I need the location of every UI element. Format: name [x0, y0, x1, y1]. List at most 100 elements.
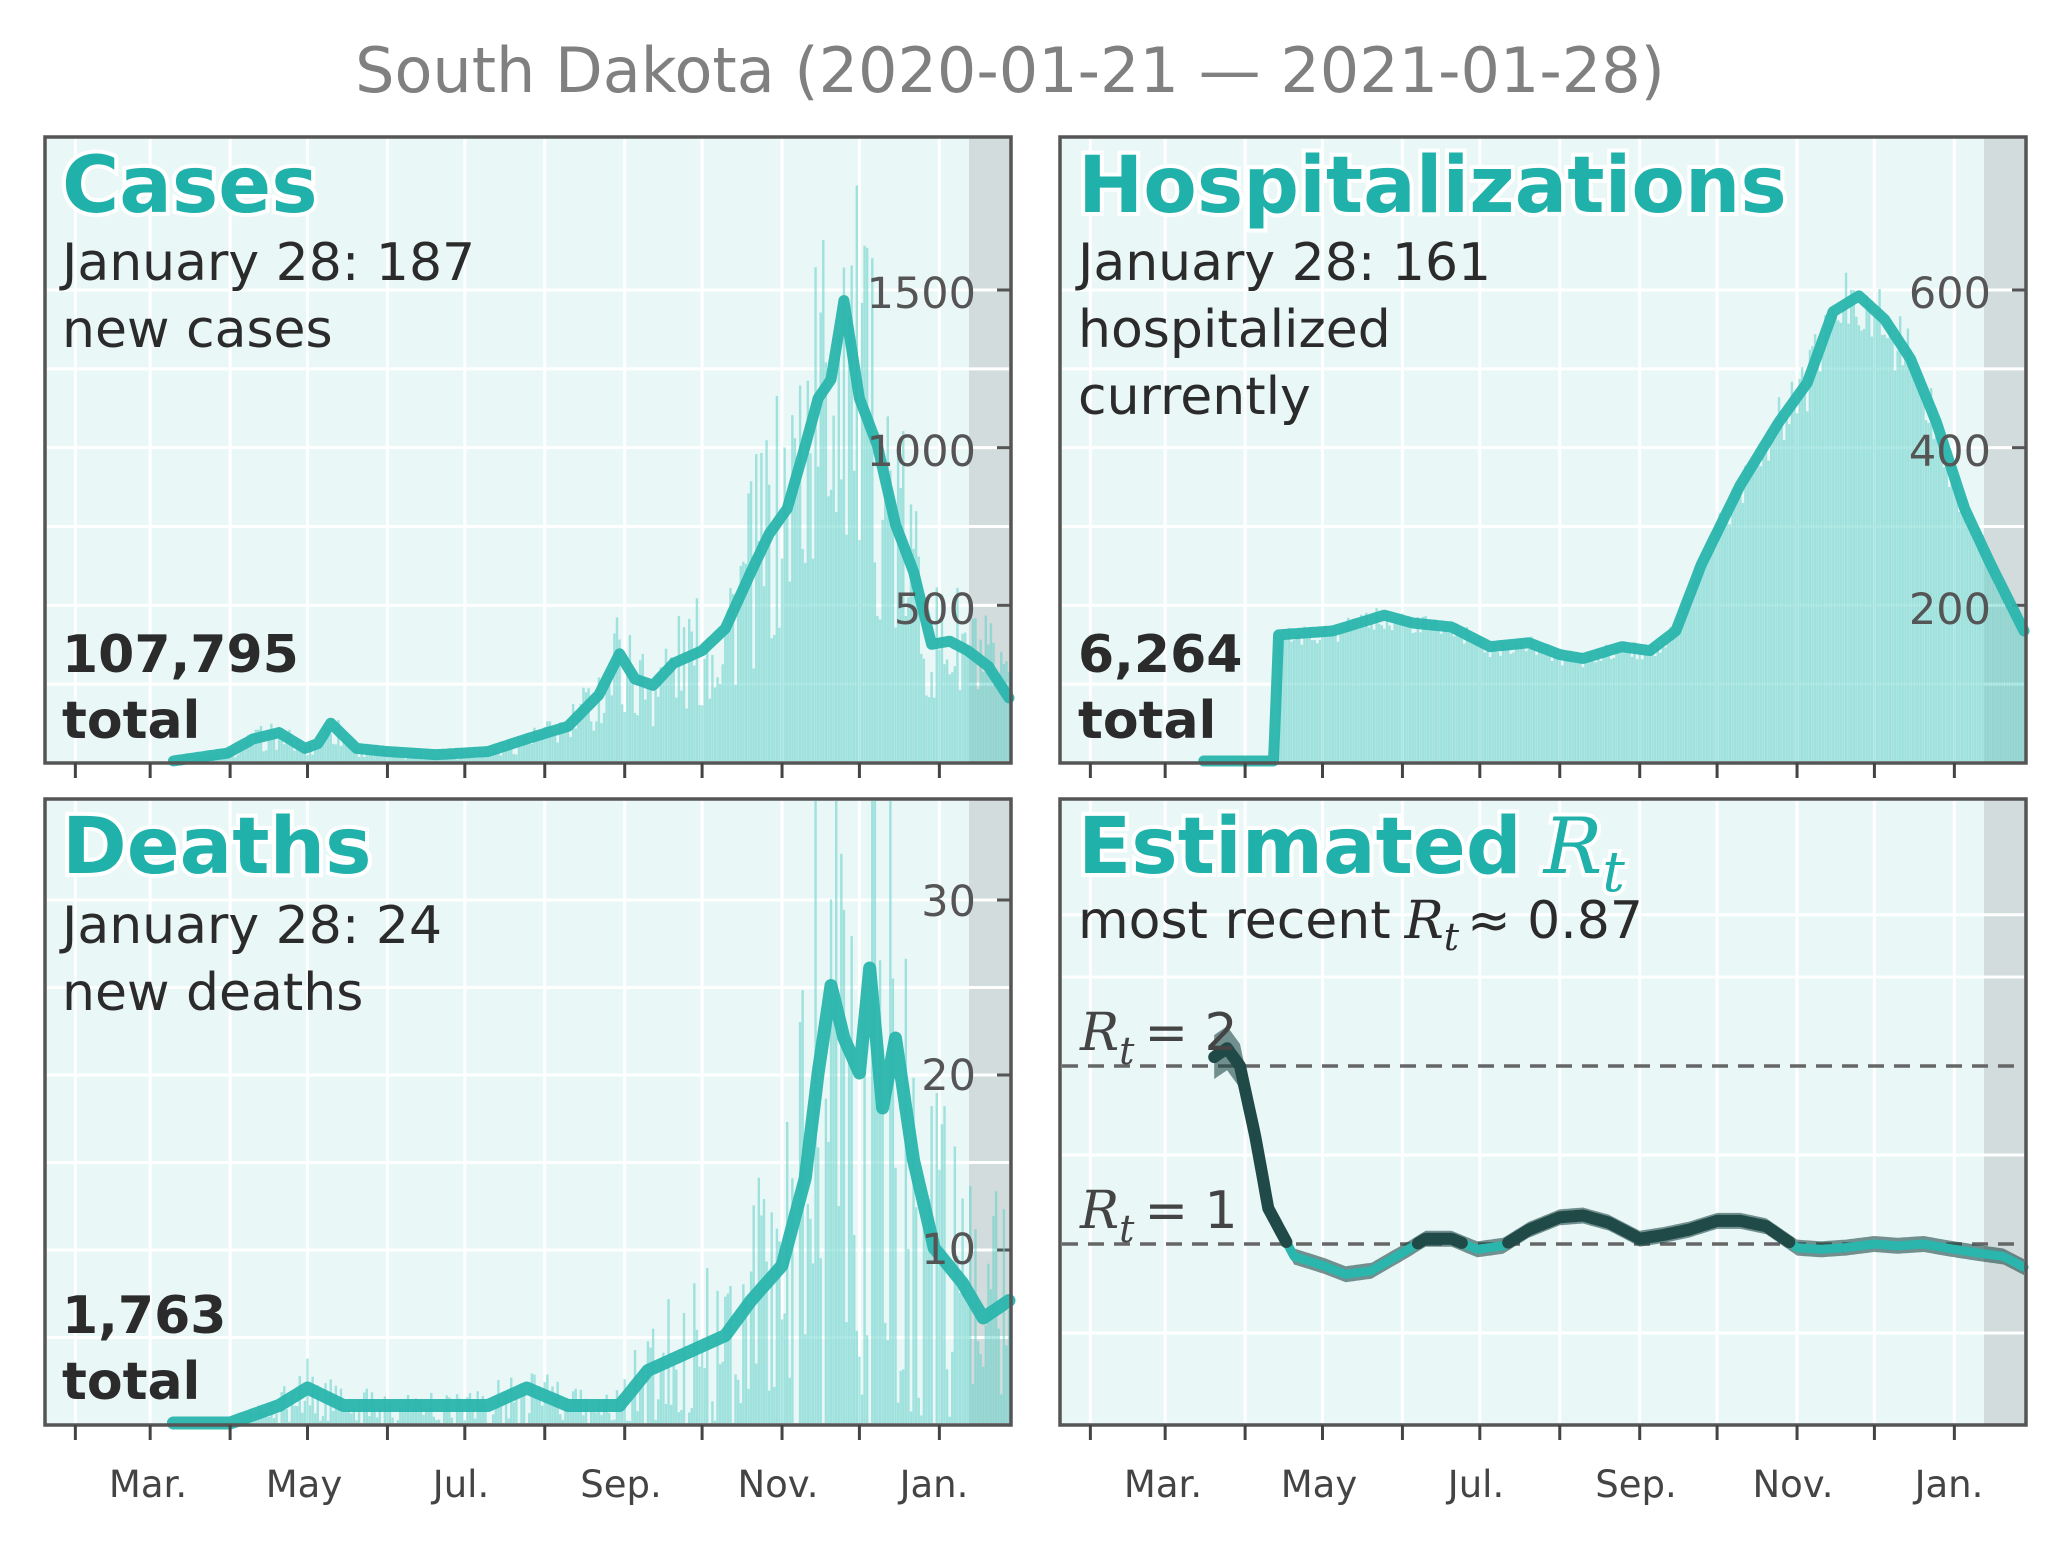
- deaths-bar: [378, 1408, 381, 1423]
- deaths-bar: [311, 1376, 314, 1423]
- hosp-bar: [1775, 419, 1778, 761]
- hosp-bar: [1914, 366, 1917, 761]
- cases-bar: [569, 737, 572, 761]
- cases-bar: [283, 744, 286, 761]
- cases-bar: [280, 736, 283, 761]
- cases-bar: [837, 332, 840, 761]
- deaths-bar: [783, 1313, 786, 1423]
- cases-bar: [726, 610, 730, 761]
- deaths-bar: [816, 1147, 820, 1423]
- cases-bar: [259, 725, 263, 761]
- cases-bar: [791, 415, 794, 761]
- cases-bar: [933, 697, 936, 761]
- cases-bar: [295, 739, 299, 761]
- hosp-bar: [1684, 597, 1688, 761]
- hosp-bar: [1331, 628, 1335, 761]
- cases-bar: [943, 664, 946, 761]
- deaths-bar: [827, 1142, 830, 1423]
- cases-bar: [693, 665, 696, 761]
- hosp-bar: [1403, 619, 1407, 761]
- cases-bar: [891, 497, 895, 761]
- cases-bar: [850, 265, 853, 761]
- hosp-bar: [1816, 353, 1819, 761]
- x-tick-label-left: Sep.: [580, 1463, 662, 1506]
- hosp-bar: [1690, 596, 1693, 761]
- panel-rt-title-word: Estimated: [1078, 802, 1522, 892]
- deaths-bar: [865, 1335, 869, 1423]
- deaths-bar: [912, 1077, 915, 1423]
- panel-deaths-grid: [47, 801, 1011, 1423]
- deaths-bar: [886, 1340, 889, 1423]
- hosp-bar: [1628, 643, 1631, 761]
- cases-bar: [706, 638, 709, 761]
- cases-bar: [757, 540, 761, 761]
- hosp-bar: [1558, 660, 1561, 761]
- deaths-bar: [806, 1204, 810, 1423]
- deaths-bar: [760, 1215, 763, 1423]
- hosp-bar: [1419, 632, 1422, 761]
- panel-hospitalizations: 200 400 600 Hospitalizations January 28:…: [1058, 135, 2030, 767]
- cases-bar: [853, 470, 856, 761]
- cases-bar: [878, 619, 882, 761]
- hosp-bar: [1517, 645, 1520, 761]
- deaths-bar: [863, 995, 866, 1423]
- hosp-bar: [1329, 634, 1332, 761]
- cases-bar: [342, 736, 345, 761]
- deaths-bar: [664, 1403, 668, 1423]
- cases-bar: [249, 733, 252, 761]
- deaths-bar: [721, 1361, 724, 1423]
- hosp-bar: [1326, 635, 1329, 761]
- deaths-bar: [471, 1404, 474, 1423]
- hosp-bar: [1692, 578, 1696, 761]
- x-tick-label-left: Nov.: [737, 1463, 818, 1506]
- hosp-bar: [1633, 642, 1636, 761]
- cases-bar: [350, 749, 353, 761]
- panel-deaths-description: new deaths: [62, 963, 363, 1023]
- deaths-bar: [984, 1325, 987, 1423]
- deaths-bar: [809, 1218, 812, 1423]
- hosp-bar: [1486, 649, 1489, 761]
- hosp-bar: [1398, 624, 1402, 761]
- cases-bar: [718, 683, 722, 761]
- cases-bar: [324, 725, 327, 761]
- hosp-bar: [1798, 378, 1801, 761]
- hosp-bar: [1354, 626, 1358, 761]
- hosp-bar: [1963, 497, 1966, 761]
- cases-bar: [378, 753, 381, 761]
- deaths-bar: [773, 1386, 776, 1423]
- deaths-bar: [293, 1405, 296, 1423]
- hosp-bar: [1447, 627, 1451, 761]
- deaths-bar: [620, 1405, 624, 1423]
- hosp-bar: [1509, 653, 1512, 761]
- deaths-bar: [316, 1385, 320, 1423]
- hosp-bar: [1282, 629, 1286, 761]
- hosp-bar: [2015, 610, 2018, 761]
- cases-bar: [814, 267, 817, 761]
- hosp-bar: [1656, 645, 1659, 761]
- deaths-bar: [878, 960, 882, 1423]
- hosp-bar: [1378, 623, 1381, 761]
- deaths-bar: [597, 1401, 601, 1423]
- hosp-bar: [1522, 648, 1525, 761]
- cases-bar: [956, 587, 959, 761]
- cases-bar: [667, 663, 670, 761]
- hosp-bar: [1971, 536, 1974, 761]
- hosp-bar: [1702, 570, 1706, 761]
- hosp-bar: [1999, 582, 2002, 761]
- cases-bar: [680, 690, 683, 761]
- deaths-bar: [437, 1419, 441, 1423]
- hosp-bar: [1857, 325, 1861, 761]
- hosp-bar: [1968, 525, 1972, 761]
- x-tick-label-right: Jul.: [1446, 1463, 1504, 1506]
- cases-bar: [486, 754, 490, 761]
- panel-rt-recent-value: ≈ 0.87: [1467, 891, 1643, 951]
- hosp-bar: [1739, 480, 1742, 761]
- hosp-bar: [1295, 636, 1298, 761]
- cases-bar: [571, 703, 575, 761]
- hosp-bar: [1708, 551, 1711, 761]
- cases-bar: [871, 258, 874, 761]
- deaths-bar: [535, 1396, 539, 1423]
- cases-bar: [914, 511, 918, 761]
- deaths-bar: [631, 1398, 634, 1423]
- cases-bar: [945, 659, 949, 761]
